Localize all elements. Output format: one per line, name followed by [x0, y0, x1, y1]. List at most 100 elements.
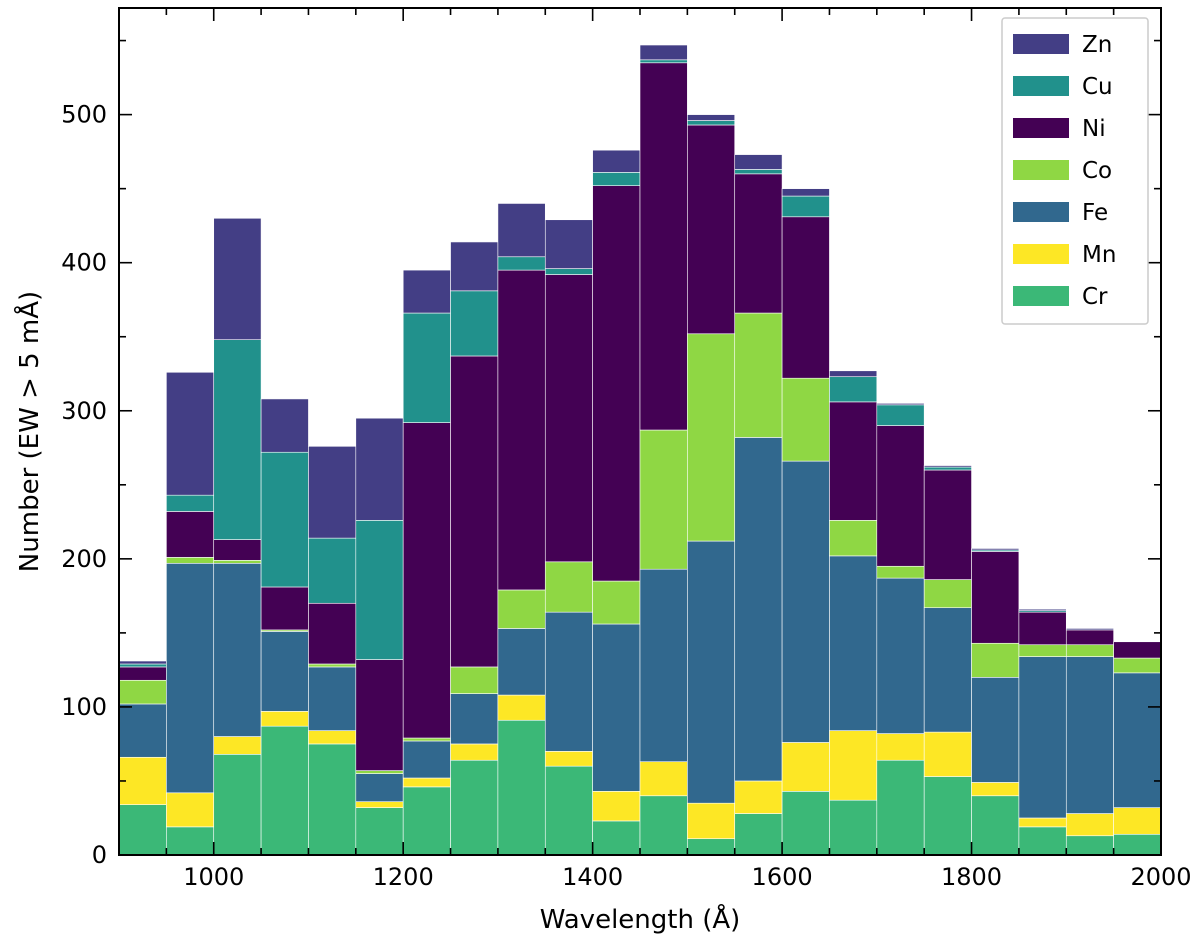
bar-fe-1150	[355, 773, 404, 802]
bar-ni-1500	[687, 124, 736, 335]
y-tick-label: 400	[61, 249, 107, 277]
bar-cu-1700	[876, 404, 925, 426]
bar-ni-1000	[213, 539, 262, 561]
bar-zn-1900	[1065, 628, 1114, 631]
bar-zn-900	[118, 660, 167, 665]
bar-ni-1800	[971, 551, 1020, 644]
bar-co-1250	[450, 666, 499, 694]
legend-label-co: Co	[1082, 158, 1112, 184]
bar-zn-1650	[829, 370, 878, 378]
bar-cr-1500	[687, 838, 736, 856]
bar-mn-1950	[1113, 807, 1162, 835]
bar-ni-1750	[923, 469, 972, 580]
y-axis-label: Number (EW > 5 mÅ)	[13, 291, 45, 572]
bar-fe-1100	[308, 666, 357, 731]
legend-label-cr: Cr	[1082, 284, 1108, 310]
bar-ni-1900	[1065, 629, 1114, 646]
bar-cr-1950	[1113, 833, 1162, 856]
bar-fe-1250	[450, 693, 499, 745]
bar-mn-1450	[639, 761, 688, 797]
bar-co-1900	[1065, 644, 1114, 657]
bar-zn-1350	[544, 219, 593, 269]
bar-ni-1100	[308, 602, 357, 665]
bar-co-1350	[544, 561, 593, 613]
bar-zn-1750	[923, 465, 972, 468]
bar-fe-900	[118, 703, 167, 758]
bar-zn-1000	[213, 217, 262, 340]
bar-fe-950	[166, 562, 215, 794]
bar-cu-900	[118, 663, 167, 668]
bar-ni-1650	[829, 401, 878, 521]
bar-co-1600	[781, 377, 830, 462]
legend-label-mn: Mn	[1082, 242, 1116, 268]
bar-cu-1450	[639, 59, 688, 64]
bar-fe-1850	[1018, 656, 1067, 819]
bar-mn-1150	[355, 801, 404, 808]
x-axis-label: Wavelength (Å)	[540, 903, 741, 935]
bar-ni-1400	[592, 185, 641, 582]
legend-label-cu: Cu	[1082, 74, 1113, 100]
bar-fe-1050	[260, 631, 309, 712]
y-tick-label: 200	[61, 545, 107, 573]
bar-fe-1300	[497, 628, 546, 696]
bar-co-900	[118, 679, 167, 705]
bar-ni-1300	[497, 269, 546, 591]
bar-cu-1550	[734, 169, 783, 175]
bar-zn-1300	[497, 203, 546, 258]
bar-mn-1100	[308, 730, 357, 745]
bar-mn-1900	[1065, 813, 1114, 837]
bar-cr-1800	[971, 795, 1020, 856]
x-tick-label: 1000	[183, 863, 244, 891]
bar-co-1100	[308, 663, 357, 668]
bar-fe-1350	[544, 611, 593, 752]
bar-ni-1600	[781, 216, 830, 379]
bar-cu-1750	[923, 466, 972, 471]
bar-co-1500	[687, 333, 736, 542]
bar-co-1400	[592, 580, 641, 625]
bar-ni-1150	[355, 659, 404, 771]
legend-swatch-cr	[1013, 286, 1069, 306]
bar-mn-1600	[781, 742, 830, 792]
bar-cu-1400	[592, 172, 641, 186]
x-tick-label: 2000	[1130, 863, 1191, 891]
bar-cr-1700	[876, 759, 925, 856]
bar-cr-1050	[260, 725, 309, 856]
bar-mn-1800	[971, 782, 1020, 797]
bar-cu-1200	[402, 312, 451, 423]
bar-zn-1050	[260, 398, 309, 453]
bar-cr-950	[166, 826, 215, 856]
bar-fe-1200	[402, 740, 451, 779]
bar-ni-1550	[734, 173, 783, 314]
bar-fe-1500	[687, 540, 736, 804]
bar-zn-1600	[781, 188, 830, 197]
bar-zn-1200	[402, 269, 451, 314]
x-tick-label: 1600	[752, 863, 813, 891]
bar-fe-1900	[1065, 656, 1114, 814]
bar-cr-1150	[355, 807, 404, 856]
bar-co-1700	[876, 565, 925, 579]
bar-co-1200	[402, 737, 451, 742]
bar-cr-1200	[402, 786, 451, 856]
bar-cu-1100	[308, 537, 357, 604]
bar-co-1950	[1113, 657, 1162, 674]
bar-ni-1950	[1113, 641, 1162, 659]
bar-zn-1400	[592, 149, 641, 173]
legend: Zn Cu Ni Co Fe Mn Cr	[1001, 17, 1149, 325]
bar-zn-1500	[687, 114, 736, 121]
bar-ni-1050	[260, 586, 309, 631]
bar-mn-1850	[1018, 817, 1067, 828]
bar-co-1800	[971, 642, 1020, 678]
x-tick-label: 1400	[562, 863, 623, 891]
bar-cr-1100	[308, 743, 357, 856]
bar-co-1300	[497, 589, 546, 629]
bar-co-1450	[639, 429, 688, 570]
bar-cr-1450	[639, 795, 688, 856]
bar-mn-1400	[592, 791, 641, 822]
bar-co-1750	[923, 579, 972, 609]
tick-label-layer: 1000 1200 1400 1600 1800 2000 0 100 200 300 400 500	[61, 101, 1191, 891]
bar-co-1550	[734, 312, 783, 438]
bar-cu-1050	[260, 451, 309, 588]
bar-mn-1250	[450, 743, 499, 761]
y-tick-label: 500	[61, 101, 107, 129]
